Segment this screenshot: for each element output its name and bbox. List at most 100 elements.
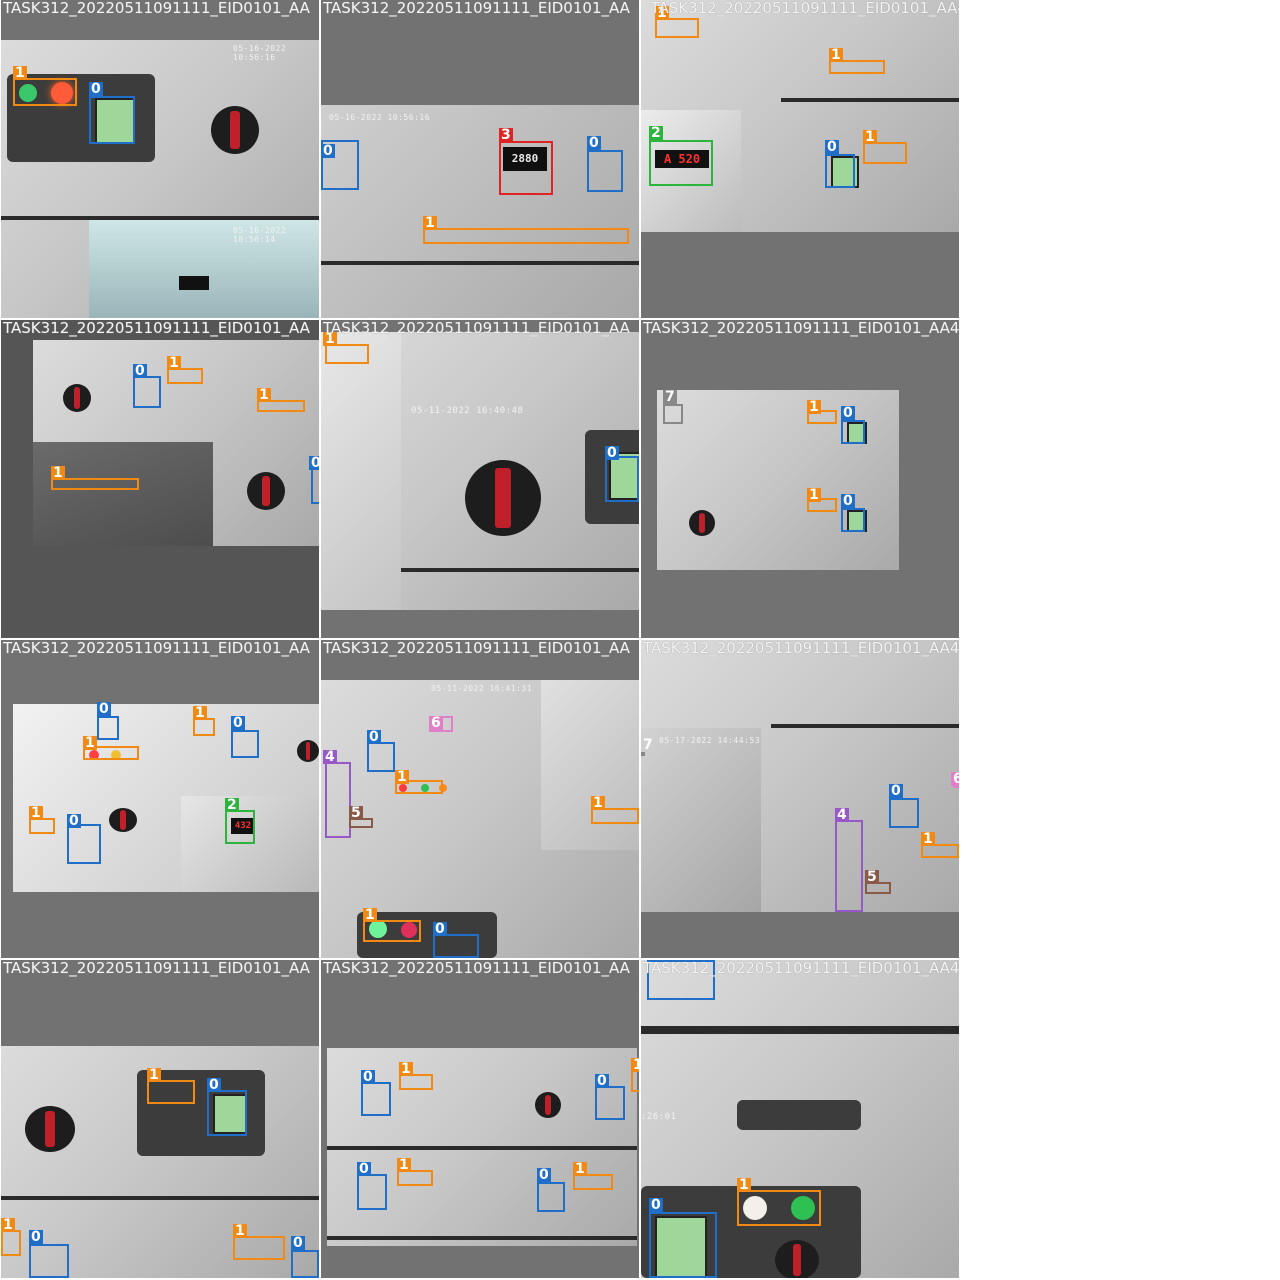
isolator-switch [109, 808, 137, 832]
timestamp: 05-16-2022 10:56:14 [233, 226, 287, 244]
detection-box-class-0 [361, 1082, 391, 1116]
cabinet-photo [327, 1048, 637, 1246]
detection-label: 0 [605, 445, 619, 461]
detection-label: 3 [499, 127, 513, 143]
red-lamp [401, 922, 417, 938]
detection-label: 1 [395, 769, 409, 785]
isolator-switch [247, 472, 285, 510]
detection-box-class-0 [207, 1090, 247, 1136]
rail [401, 568, 639, 572]
detection-box-class-0 [649, 1212, 717, 1278]
rail [321, 261, 639, 265]
detection-box-class-1 [423, 228, 629, 244]
detection-box-class-1 [13, 78, 77, 106]
detection-box-class-1 [397, 1170, 433, 1186]
detection-box-class-0 [825, 154, 855, 188]
green-lamp [111, 750, 121, 760]
tile-filename: TASK312_20220511091111_EID0101_AA4_06.jp [643, 640, 959, 657]
timestamp: 05-16-2022 10:56:16 [233, 44, 287, 62]
power-meter [655, 1216, 707, 1278]
detection-label: 1 [83, 735, 97, 751]
isolator-switch [63, 384, 91, 412]
tile-filename: TASK312_20220511091111_EID0101_AA [323, 640, 630, 657]
mosaic-tile-6: 7 1 0 1 0 TASK312_20220511091111_EID0101… [641, 320, 959, 638]
detection-label: 6 [429, 715, 443, 731]
detection-box-class-1 [591, 808, 639, 824]
detection-label: 1 [397, 1157, 411, 1173]
detection-label: 0 [649, 1197, 663, 1213]
cabinet-photo: 05-16-2022 10:56:16 05-16-2022 10:56:14 [1, 40, 319, 318]
detection-box-class-0 [433, 934, 479, 958]
side-panel [321, 332, 401, 610]
detection-label: 5 [349, 805, 363, 821]
detection-box-class-1 [807, 410, 837, 424]
detection-label: 1 [863, 129, 877, 145]
cabinet-photo [657, 390, 899, 570]
tile-filename: TASK312_20220511091111_EID0101_AA [3, 0, 310, 17]
green-lamp [19, 84, 37, 102]
detection-box-class-1 [257, 400, 305, 412]
detection-box-class-0 [97, 716, 119, 740]
detection-label: 1 [363, 907, 377, 923]
detection-label: 1 [13, 65, 27, 81]
detection-label: 1 [29, 805, 43, 821]
detection-label: 1 [51, 465, 65, 481]
orange-lamp [439, 784, 447, 792]
detection-label: 0 [29, 1229, 43, 1245]
detection-label: 0 [291, 1235, 305, 1251]
mosaic-tile-5: 05-11-2022 16:40:48 1 0 TASK312_20220511… [321, 320, 639, 638]
detection-label: 0 [433, 921, 447, 937]
lower-cabinet [33, 442, 213, 546]
tile-filename: TASK312_20220511091111_EID0101_AA [323, 320, 630, 337]
isolator-switch [535, 1092, 561, 1118]
white-lamp [743, 1196, 767, 1220]
detection-box-class-0 [321, 140, 359, 190]
detection-label: 0 [231, 715, 245, 731]
detection-box-class-1 [233, 1236, 285, 1260]
detection-label: 1 [655, 5, 669, 21]
tile-filename: TASK312_20220511091111_EID0101_AA [323, 960, 630, 977]
mosaic-tile-11: 0 1 0 1 0 1 0 1 TASK312_20220511091111_E… [321, 960, 639, 1278]
left-cabinet [641, 728, 761, 912]
tile-filename: TASK312_20220511091111_EID0101_AA [3, 320, 310, 337]
right-cabinet [541, 680, 639, 850]
tile-filename: TASK312_20220511091111_EID0101_AA [3, 960, 310, 977]
detection-label: 0 [309, 456, 319, 470]
cabinet-photo [1, 1046, 319, 1278]
detection-box-class-1 [829, 60, 885, 74]
ammeter-display: A 520 [655, 150, 709, 168]
detection-box-class-1 [51, 478, 139, 490]
isolator-switch [297, 740, 319, 762]
detection-label: 4 [323, 749, 337, 765]
mosaic-tile-12: :26:01 0 1 0 TASK312_20220511091111_EID0… [641, 960, 959, 1278]
detection-box-class-0 [29, 1244, 69, 1278]
green-lamp [791, 1196, 815, 1220]
detection-box-class-1 [921, 844, 959, 858]
cabinet-photo: 432 [13, 704, 319, 892]
detection-label: 0 [321, 143, 335, 159]
detection-label: 0 [67, 813, 81, 829]
cabinet-photo: 05-17-2022 14:44:53 [641, 640, 959, 912]
detection-label: 5 [865, 869, 879, 885]
detection-box-class-0 [367, 742, 395, 772]
rail [771, 724, 959, 728]
detection-label: 0 [357, 1161, 371, 1177]
timestamp: :26:01 [641, 1112, 677, 1122]
detection-label: 1 [323, 331, 337, 347]
detection-label: 0 [89, 81, 103, 97]
detection-box-class-4 [835, 820, 863, 912]
detection-label: 1 [233, 1223, 247, 1239]
detection-label: 1 [167, 355, 181, 371]
detection-box-class-0 [231, 730, 259, 758]
detection-label: 2 [225, 797, 239, 813]
detection-label: 0 [367, 729, 381, 745]
detection-label: 1 [399, 1061, 413, 1077]
isolator-switch [25, 1106, 75, 1152]
detection-box-class-0 [595, 1086, 625, 1120]
detection-box-class-2 [225, 810, 255, 844]
detection-box-class-1 [399, 1074, 433, 1090]
timestamp: 05-17-2022 14:44:53 [659, 736, 761, 745]
cabinet-photo: 05-11-2022 16:40:48 [321, 332, 639, 610]
detection-label: 6 [951, 772, 959, 786]
green-lamp [369, 920, 387, 938]
